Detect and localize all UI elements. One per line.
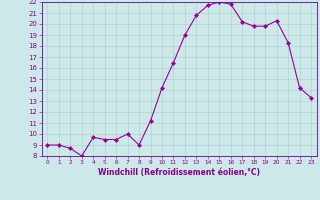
X-axis label: Windchill (Refroidissement éolien,°C): Windchill (Refroidissement éolien,°C) — [98, 168, 260, 177]
